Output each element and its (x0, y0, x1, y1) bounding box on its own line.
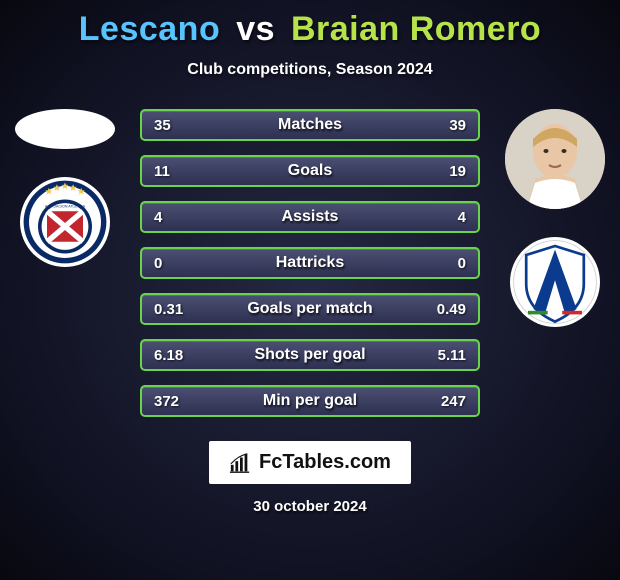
vs-text: vs (236, 10, 275, 48)
player1-avatar (15, 109, 115, 149)
fctables-logo: FcTables.com (209, 441, 411, 484)
stat-row-goals: 11 Goals 19 (140, 155, 480, 187)
logo-text: FcTables.com (259, 451, 391, 474)
stat-row-gpm: 0.31 Goals per match 0.49 (140, 293, 480, 325)
stat-p1: 372 (154, 393, 194, 410)
stat-row-mpg: 372 Min per goal 247 (140, 385, 480, 417)
footer-date: 30 october 2024 (253, 498, 366, 515)
stat-p1: 0.31 (154, 301, 194, 318)
stat-p1: 6.18 (154, 347, 194, 364)
stat-p2: 247 (426, 393, 466, 410)
player2-club-badge (510, 237, 600, 327)
player1-club-badge: ASOCIACION ATLETICA (20, 177, 110, 267)
player2-avatar (505, 109, 605, 209)
stat-p1: 0 (154, 255, 194, 272)
player1-name: Lescano (79, 10, 220, 48)
stat-p2: 0 (426, 255, 466, 272)
player2-face-icon (505, 109, 605, 209)
stat-row-matches: 35 Matches 39 (140, 109, 480, 141)
stat-p1: 4 (154, 209, 194, 226)
stat-row-assists: 4 Assists 4 (140, 201, 480, 233)
stat-row-spg: 6.18 Shots per goal 5.11 (140, 339, 480, 371)
stat-p1: 11 (154, 163, 194, 180)
subtitle: Club competitions, Season 2024 (0, 61, 620, 79)
footer: FcTables.com 30 october 2024 (0, 441, 620, 515)
right-column (500, 109, 610, 327)
stat-p1: 35 (154, 117, 194, 134)
stat-p2: 19 (426, 163, 466, 180)
stat-p2: 4 (426, 209, 466, 226)
bar-chart-icon (229, 452, 251, 474)
player2-name: Braian Romero (291, 10, 541, 48)
stat-p2: 39 (426, 117, 466, 134)
velez-badge-icon (510, 237, 600, 327)
argentinos-badge-icon: ASOCIACION ATLETICA (20, 177, 110, 267)
content: ASOCIACION ATLETICA (0, 109, 620, 417)
stat-p2: 5.11 (426, 347, 466, 364)
stat-row-hattricks: 0 Hattricks 0 (140, 247, 480, 279)
svg-text:ASOCIACION ATLETICA: ASOCIACION ATLETICA (45, 205, 86, 209)
page-title: Lescano vs Braian Romero (0, 10, 620, 49)
stat-p2: 0.49 (426, 301, 466, 318)
stats-table: 35 Matches 39 11 Goals 19 4 Assists 4 0 … (140, 109, 480, 417)
left-column: ASOCIACION ATLETICA (10, 109, 120, 267)
